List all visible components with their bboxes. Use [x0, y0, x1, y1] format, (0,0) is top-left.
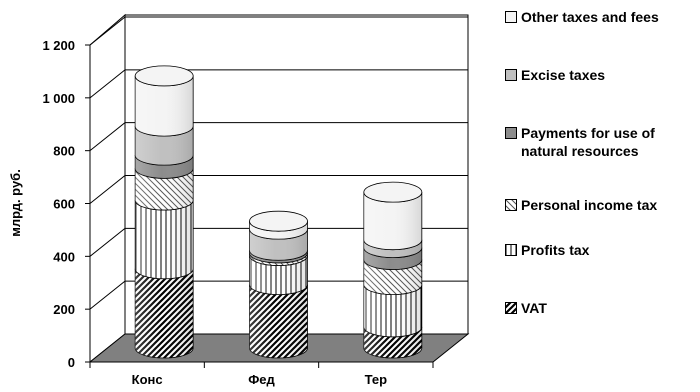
gridline — [89, 69, 468, 99]
bar-segment-shade — [135, 155, 194, 179]
gridline — [89, 227, 468, 257]
x-tick-label: Фед — [248, 372, 275, 387]
legend-item: Other taxes and fees — [505, 8, 659, 26]
y-tick-label: 400 — [53, 249, 75, 264]
stacked-cylinder-chart: 0 200 400 600 800 1 000 1 200 Конс Фед Тер млрд.… — [8, 13, 470, 387]
bar-segment-shade — [135, 126, 194, 166]
bar-top-cap — [249, 210, 308, 232]
bar-segment-shade — [249, 250, 308, 263]
x-tick-label: Конс — [132, 372, 163, 387]
bar-segment-shade — [363, 192, 422, 250]
y-tick-label: 0 — [68, 355, 75, 370]
gridline — [89, 122, 468, 152]
legend-item: Payments for use of natural resources — [505, 124, 655, 160]
legend-item: Personal income tax — [505, 196, 657, 214]
bar-segment-shade — [135, 200, 194, 279]
y-tick-label: 600 — [53, 197, 75, 212]
y-ticks: 0 200 400 600 800 1 000 1 200 — [42, 38, 90, 370]
legend-swatch — [505, 302, 517, 314]
bar-segment-shade — [249, 255, 308, 295]
legend-swatch — [505, 199, 517, 211]
legend-swatch — [505, 127, 517, 139]
legend: Other taxes and fees Excise taxes Payments… — [505, 0, 700, 392]
x-ticks: Конс Фед Тер — [89, 362, 434, 387]
legend-item: Excise taxes — [505, 66, 605, 84]
legend-label: Other taxes and fees — [521, 9, 659, 25]
bar-stack-0 — [134, 65, 194, 359]
y-tick-label: 800 — [53, 144, 75, 159]
bar-stack-1 — [249, 210, 308, 359]
legend-label: Payments for use of natural resources — [521, 125, 655, 159]
legend-label: Personal income tax — [521, 197, 658, 213]
legend-label: VAT — [521, 300, 547, 316]
bar-segment-shade — [249, 252, 308, 266]
gridlines — [89, 16, 468, 310]
gridline — [89, 16, 468, 46]
legend-swatch — [505, 244, 517, 256]
bar-segment-shade — [363, 239, 422, 258]
bar-segment-shade — [135, 168, 194, 211]
bar-top-cap — [363, 181, 423, 203]
y-tick-label: 1 200 — [42, 38, 75, 53]
legend-swatch — [505, 69, 517, 81]
bar-segment-shade — [135, 75, 194, 137]
legend-swatch — [505, 11, 517, 23]
bar-segment-shade — [363, 326, 422, 358]
legend-label: Profits tax — [521, 242, 590, 258]
legend-label: Excise taxes — [521, 67, 606, 83]
x-tick-label: Тер — [365, 372, 388, 387]
gridline — [89, 175, 468, 204]
bar-segment-shade — [363, 247, 422, 270]
bar-segment-shade — [249, 221, 308, 240]
legend-item: VAT — [505, 299, 547, 317]
bar-segment-shade — [135, 268, 194, 358]
bar-segment-shade — [363, 284, 422, 337]
y-tick-label: 200 — [53, 302, 75, 317]
y-tick-label: 1 000 — [42, 91, 75, 106]
y-axis-label: млрд. руб. — [8, 169, 23, 237]
bar-segment-shade — [249, 229, 308, 261]
bar-stack-2 — [363, 181, 423, 359]
bar-top-cap — [134, 65, 194, 87]
bars — [134, 65, 423, 359]
legend-item: Profits tax — [505, 241, 589, 259]
side-wall — [89, 13, 126, 364]
bar-segment-shade — [249, 284, 308, 358]
gridline — [89, 280, 468, 310]
